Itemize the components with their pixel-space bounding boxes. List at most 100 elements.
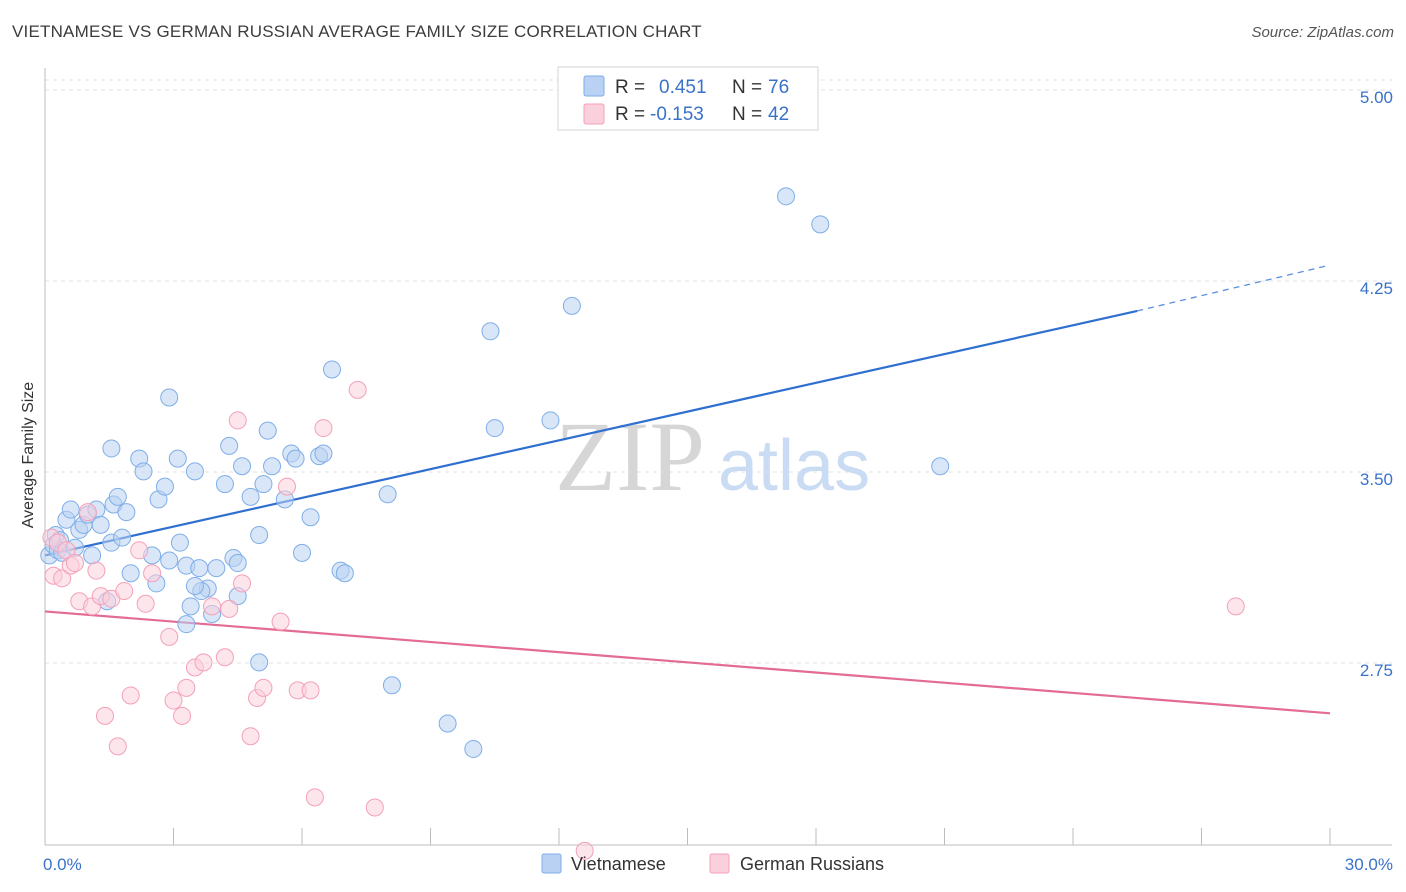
point-vietnamese bbox=[61, 500, 80, 519]
y-tick-label: 5.00 bbox=[1360, 88, 1393, 107]
legend-r-label-2: R = bbox=[615, 104, 645, 125]
point-vietnamese bbox=[220, 436, 239, 455]
point-german-russians bbox=[278, 477, 297, 496]
bottom-legend-swatch-vietnamese bbox=[541, 853, 562, 874]
point-vietnamese bbox=[155, 477, 174, 496]
point-german-russians bbox=[115, 582, 134, 601]
point-german-russians bbox=[271, 612, 290, 631]
bottom-legend: Vietnamese German Russians bbox=[541, 853, 884, 874]
point-vietnamese bbox=[250, 653, 269, 672]
point-vietnamese bbox=[811, 215, 830, 234]
point-german-russians bbox=[203, 597, 222, 616]
point-german-russians bbox=[65, 554, 84, 573]
point-german-russians bbox=[575, 841, 594, 860]
point-german-russians bbox=[215, 648, 234, 667]
point-vietnamese bbox=[301, 508, 320, 527]
point-vietnamese bbox=[121, 564, 140, 583]
point-vietnamese bbox=[541, 411, 560, 430]
point-vietnamese bbox=[241, 487, 260, 506]
watermark-zip: ZIP bbox=[555, 401, 705, 512]
point-vietnamese bbox=[485, 419, 504, 438]
point-german-russians bbox=[365, 798, 384, 817]
x-tick-label: 30.0% bbox=[1345, 855, 1393, 874]
watermark: ZIP atlas bbox=[555, 401, 870, 512]
point-german-russians bbox=[305, 788, 324, 807]
point-vietnamese bbox=[160, 551, 179, 570]
point-vietnamese bbox=[314, 444, 333, 463]
point-german-russians bbox=[220, 599, 239, 618]
point-german-russians bbox=[87, 561, 106, 580]
point-vietnamese bbox=[102, 439, 121, 458]
axes: 2.75 3.50 4.25 5.00 0.0% 30.0% bbox=[43, 68, 1393, 874]
legend-swatch-german-russians bbox=[583, 103, 605, 125]
point-vietnamese bbox=[160, 388, 179, 407]
legend-r-label-1: R = bbox=[615, 77, 645, 98]
point-vietnamese bbox=[185, 576, 204, 595]
point-german-russians bbox=[143, 564, 162, 583]
point-vietnamese bbox=[250, 526, 269, 545]
point-vietnamese bbox=[117, 503, 136, 522]
point-vietnamese bbox=[263, 457, 282, 476]
point-german-russians bbox=[173, 706, 192, 725]
point-vietnamese bbox=[168, 449, 187, 468]
y-tick-label: 2.75 bbox=[1360, 661, 1393, 680]
legend-n-label-1: N = bbox=[732, 77, 762, 98]
data-points bbox=[40, 187, 1245, 860]
point-vietnamese bbox=[438, 714, 457, 733]
point-german-russians bbox=[130, 541, 149, 560]
point-vietnamese bbox=[335, 564, 354, 583]
point-vietnamese bbox=[382, 676, 401, 695]
point-german-russians bbox=[95, 706, 114, 725]
point-german-russians bbox=[121, 686, 140, 705]
point-german-russians bbox=[78, 503, 97, 522]
x-tick-label: 0.0% bbox=[43, 855, 82, 874]
point-vietnamese bbox=[931, 457, 950, 476]
point-vietnamese bbox=[777, 187, 796, 206]
point-vietnamese bbox=[378, 485, 397, 504]
y-tick-label: 4.25 bbox=[1360, 279, 1393, 298]
point-vietnamese bbox=[254, 475, 273, 494]
point-german-russians bbox=[1226, 597, 1245, 616]
point-vietnamese bbox=[481, 322, 500, 341]
trend-lines bbox=[44, 264, 1331, 715]
point-vietnamese bbox=[286, 449, 305, 468]
point-vietnamese bbox=[83, 546, 102, 565]
point-german-russians bbox=[53, 569, 72, 588]
point-vietnamese bbox=[113, 528, 132, 547]
legend-swatch-vietnamese bbox=[583, 75, 605, 97]
bottom-legend-swatch-german-russians bbox=[709, 853, 730, 874]
point-vietnamese bbox=[185, 462, 204, 481]
point-german-russians bbox=[241, 727, 260, 746]
point-vietnamese bbox=[562, 296, 581, 315]
legend-n-value-2: 42 bbox=[768, 104, 789, 125]
point-german-russians bbox=[136, 594, 155, 613]
legend-r-value-2: -0.153 bbox=[650, 104, 704, 125]
point-vietnamese bbox=[170, 533, 189, 552]
point-vietnamese bbox=[190, 559, 209, 578]
trend-line-vietnamese bbox=[44, 309, 1138, 557]
point-german-russians bbox=[301, 681, 320, 700]
watermark-atlas: atlas bbox=[718, 426, 870, 506]
point-vietnamese bbox=[91, 515, 110, 534]
legend-r-value-1: 0.451 bbox=[659, 77, 707, 98]
legend-n-value-1: 76 bbox=[768, 77, 789, 98]
point-vietnamese bbox=[177, 615, 196, 634]
point-vietnamese bbox=[258, 421, 277, 440]
point-german-russians bbox=[254, 678, 273, 697]
bottom-legend-label-vietnamese: Vietnamese bbox=[571, 854, 666, 874]
point-german-russians bbox=[177, 678, 196, 697]
point-vietnamese bbox=[464, 739, 483, 758]
point-german-russians bbox=[314, 419, 333, 438]
point-vietnamese bbox=[215, 475, 234, 494]
point-german-russians bbox=[164, 691, 183, 710]
point-german-russians bbox=[228, 411, 247, 430]
trend-line-vietnamese-projection bbox=[1137, 264, 1331, 312]
point-vietnamese bbox=[293, 543, 311, 562]
point-german-russians bbox=[348, 380, 367, 399]
point-vietnamese bbox=[233, 457, 252, 476]
point-german-russians bbox=[194, 653, 213, 672]
point-vietnamese bbox=[207, 559, 226, 578]
gridlines bbox=[45, 79, 1392, 664]
legend-n-label-2: N = bbox=[732, 104, 762, 125]
